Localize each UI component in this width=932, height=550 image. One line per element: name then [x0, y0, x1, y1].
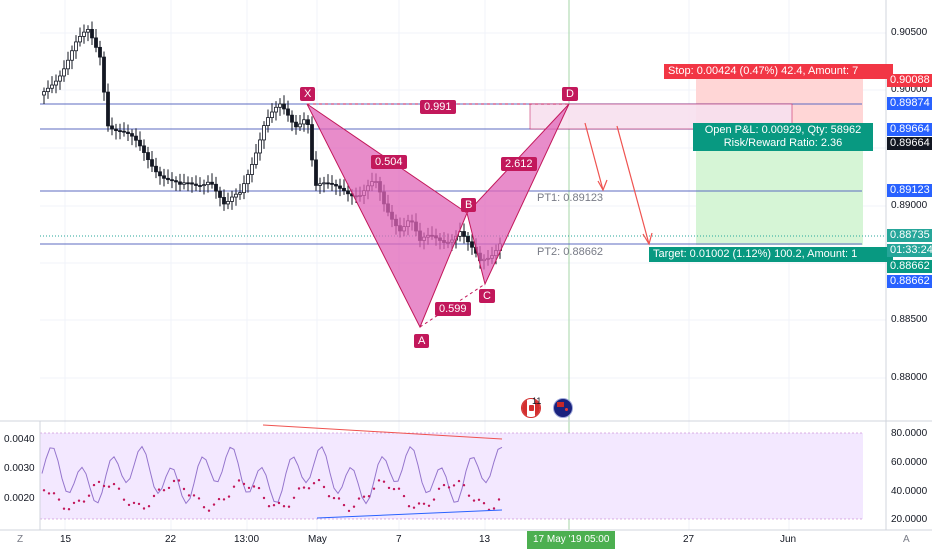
harmonic-pattern[interactable]	[306, 103, 570, 329]
point-b-label[interactable]: B	[461, 198, 477, 212]
price-tag-entry: 0.89664	[887, 137, 932, 150]
point-d-label[interactable]: D	[562, 87, 578, 101]
indicator-tick-right: 80.0000	[891, 428, 928, 439]
indicator-tick-left: 0.0040	[4, 434, 35, 445]
price-tag-level: 0.89874	[887, 97, 932, 110]
price-tick: 0.88500	[891, 314, 928, 325]
price-tick: 0.90500	[891, 27, 928, 38]
event-count: 11	[532, 396, 542, 406]
divergence-line-bottom	[316, 509, 503, 519]
price-tick: 0.90000	[891, 84, 928, 95]
indicator-dots	[42, 478, 501, 513]
price-tag-target: 0.88662	[887, 260, 932, 273]
point-a-label[interactable]: A	[414, 334, 430, 348]
time-label: May	[308, 534, 327, 545]
time-label: 7	[396, 534, 402, 545]
time-label: 22	[165, 534, 177, 545]
pnl-info-box[interactable]: Open P&L: 0.00929, Qty: 58962 Risk/Rewar…	[693, 123, 873, 151]
time-label: 27	[683, 534, 695, 545]
zoom-button[interactable]: Z	[17, 534, 24, 545]
price-tag-current: 0.88735	[887, 229, 932, 242]
indicator-band	[40, 433, 863, 519]
time-label: Jun	[780, 534, 797, 545]
point-c-label[interactable]: C	[479, 289, 495, 303]
indicator-tick-left: 0.0030	[4, 463, 35, 474]
countdown-tag: 01:33:24	[887, 244, 932, 257]
price-tag-level: 0.88662	[887, 275, 932, 288]
ratio-bd-label: 2.612	[501, 157, 537, 171]
divergence-line-top	[262, 424, 503, 440]
target-info-box[interactable]: Target: 0.01002 (1.12%) 100.2, Amount: 1	[649, 247, 893, 262]
indicator-line	[41, 445, 503, 505]
indicator-tick-right: 20.0000	[891, 514, 928, 525]
pt1-label: PT1: 0.89123	[537, 192, 604, 204]
price-tag-stop: 0.90088	[887, 74, 932, 87]
auto-scale-button[interactable]: A	[903, 534, 910, 545]
nz-flag-icon[interactable]	[553, 398, 573, 418]
price-tag-level: 0.89123	[887, 184, 932, 197]
pnl-text: Open P&L: 0.00929, Qty: 58962	[704, 124, 862, 136]
time-cursor-label: 17 May '19 05:00	[527, 531, 616, 549]
price-tick: 0.89000	[891, 200, 928, 211]
price-tag-level: 0.89664	[887, 123, 932, 136]
time-label: 13:00	[234, 534, 260, 545]
ratio-ac-label: 0.599	[435, 302, 471, 316]
ratio-xd-label: 0.991	[420, 100, 456, 114]
point-x-label[interactable]: X	[300, 87, 316, 101]
time-label: 15	[60, 534, 72, 545]
canada-flag-icon[interactable]	[521, 398, 541, 418]
ratio-xb-label: 0.504	[371, 155, 407, 169]
time-label: 13	[479, 534, 491, 545]
price-tick: 0.88000	[891, 372, 928, 383]
pt2-label: PT2: 0.88662	[537, 246, 604, 258]
indicator-tick-right: 40.0000	[891, 486, 928, 497]
indicator-tick-right: 60.0000	[891, 457, 928, 468]
stop-info-box[interactable]: Stop: 0.00424 (0.47%) 42.4, Amount: 7	[664, 64, 893, 79]
indicator-tick-left: 0.0020	[4, 493, 35, 504]
projection-arrows	[584, 122, 653, 246]
risk-reward-text: Risk/Reward Ratio: 2.36	[723, 137, 843, 149]
